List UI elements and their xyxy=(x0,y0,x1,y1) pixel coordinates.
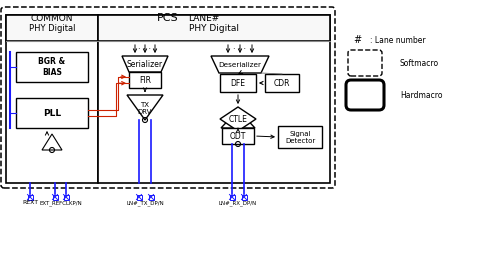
Bar xyxy=(6,15,98,183)
Text: BGR &
BIAS: BGR & BIAS xyxy=(38,57,66,77)
Polygon shape xyxy=(42,134,62,150)
Bar xyxy=(129,72,161,88)
Bar xyxy=(28,195,32,200)
Bar xyxy=(64,195,68,200)
Bar xyxy=(265,74,299,92)
Bar xyxy=(136,195,141,200)
Text: . . .: . . . xyxy=(234,41,246,50)
Text: . . .: . . . xyxy=(138,41,151,50)
Text: TX
DRV: TX DRV xyxy=(138,102,152,115)
Text: LN#_RX_DP/N: LN#_RX_DP/N xyxy=(219,200,257,206)
Bar xyxy=(6,15,98,41)
Bar xyxy=(16,52,88,82)
Polygon shape xyxy=(221,110,255,128)
Polygon shape xyxy=(127,95,163,120)
FancyBboxPatch shape xyxy=(346,80,384,110)
Text: PLL: PLL xyxy=(43,109,61,118)
Text: PHY Digital: PHY Digital xyxy=(29,24,75,32)
Polygon shape xyxy=(220,107,256,131)
Text: LN#_TX_DP/N: LN#_TX_DP/N xyxy=(126,200,164,206)
FancyBboxPatch shape xyxy=(348,50,382,76)
Text: #: # xyxy=(353,35,361,45)
Text: PCS: PCS xyxy=(157,13,179,23)
Bar xyxy=(220,74,256,92)
Bar xyxy=(242,195,246,200)
Text: DFE: DFE xyxy=(230,78,246,88)
Text: ODT: ODT xyxy=(230,132,246,141)
Text: Serializer: Serializer xyxy=(127,60,163,69)
Text: EXT_REFCLKP/N: EXT_REFCLKP/N xyxy=(39,200,82,206)
Text: PHY Digital: PHY Digital xyxy=(189,24,239,32)
Bar xyxy=(148,195,154,200)
Bar xyxy=(222,128,254,144)
Text: Hardmacro: Hardmacro xyxy=(400,90,442,99)
Polygon shape xyxy=(122,56,168,72)
Text: Softmacro: Softmacro xyxy=(400,59,439,67)
Bar xyxy=(52,195,58,200)
Bar xyxy=(98,15,330,41)
Bar xyxy=(278,126,322,148)
Text: LANE#: LANE# xyxy=(188,13,220,22)
Text: : Lane number: : Lane number xyxy=(370,36,426,45)
Text: Signal
Detector: Signal Detector xyxy=(285,130,315,144)
Text: COMMON: COMMON xyxy=(31,13,73,22)
Text: CDR: CDR xyxy=(274,78,290,88)
Bar xyxy=(230,195,234,200)
Bar xyxy=(16,98,88,128)
Polygon shape xyxy=(211,56,269,73)
Text: FIR: FIR xyxy=(139,76,151,85)
FancyBboxPatch shape xyxy=(1,7,335,188)
Text: CTLE: CTLE xyxy=(228,115,248,123)
Bar xyxy=(98,15,330,183)
Text: REXT: REXT xyxy=(22,200,38,206)
Text: Deserializer: Deserializer xyxy=(218,62,262,67)
